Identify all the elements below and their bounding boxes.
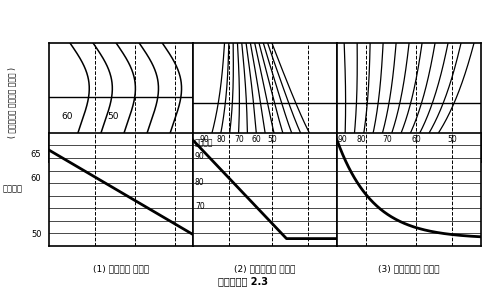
Text: 60: 60 xyxy=(411,135,421,144)
Text: 60: 60 xyxy=(251,135,261,144)
Text: (1) मन्द ढाल: (1) मन्द ढाल xyxy=(93,264,149,273)
Text: 60: 60 xyxy=(62,112,73,121)
Text: 70: 70 xyxy=(234,135,244,144)
Text: 90: 90 xyxy=(195,152,205,161)
Text: 50: 50 xyxy=(448,135,457,144)
Text: मीटर: मीटर xyxy=(2,185,22,194)
Text: 50: 50 xyxy=(448,149,457,158)
Text: 60: 60 xyxy=(31,173,41,183)
Text: 80: 80 xyxy=(357,149,366,158)
Text: 80: 80 xyxy=(195,178,205,187)
Text: 70: 70 xyxy=(195,202,205,211)
Text: 65: 65 xyxy=(31,150,41,159)
Text: 70: 70 xyxy=(382,135,392,144)
Text: 80: 80 xyxy=(217,135,226,144)
Text: 70: 70 xyxy=(234,149,244,158)
Text: (2) तीव्र ढाल: (2) तीव्र ढाल xyxy=(234,264,295,273)
Text: 90: 90 xyxy=(199,135,209,144)
Text: 50: 50 xyxy=(267,135,277,144)
Text: 70: 70 xyxy=(382,149,392,158)
Text: ( ऊँचाई मीटर में ): ( ऊँचाई मीटर में ) xyxy=(8,67,17,138)
Text: 90: 90 xyxy=(338,135,347,144)
Text: मीटर: मीटर xyxy=(195,139,213,148)
Text: 80: 80 xyxy=(217,149,226,158)
Text: 50: 50 xyxy=(108,112,119,121)
Text: 50: 50 xyxy=(31,230,41,239)
Text: चित्र 2.3: चित्र 2.3 xyxy=(218,276,268,286)
Text: 50: 50 xyxy=(267,149,277,158)
Text: 60: 60 xyxy=(411,149,421,158)
Text: 90: 90 xyxy=(338,149,347,158)
Text: 60: 60 xyxy=(251,149,261,158)
Text: (3) नतोदर ढाल: (3) नतोदर ढाल xyxy=(378,264,440,273)
Text: 80: 80 xyxy=(357,135,366,144)
Text: 90: 90 xyxy=(199,149,209,158)
